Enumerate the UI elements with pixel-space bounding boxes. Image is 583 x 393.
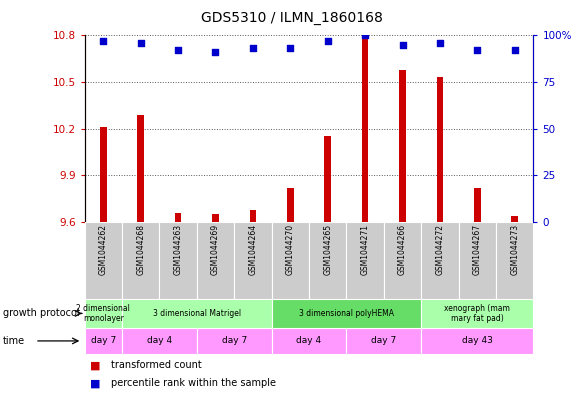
Bar <box>100 127 107 222</box>
Bar <box>422 299 533 328</box>
Bar <box>85 222 122 299</box>
Text: transformed count: transformed count <box>111 360 202 371</box>
Point <box>136 40 145 46</box>
Bar <box>159 222 197 299</box>
Bar <box>361 35 368 222</box>
Bar <box>122 222 159 299</box>
Bar <box>287 188 294 222</box>
Bar <box>85 328 122 354</box>
Text: GSM1044266: GSM1044266 <box>398 224 407 275</box>
Text: 3 dimensional Matrigel: 3 dimensional Matrigel <box>153 309 241 318</box>
Text: day 7: day 7 <box>371 336 396 345</box>
Bar <box>474 188 481 222</box>
Bar <box>422 328 533 354</box>
Point <box>473 47 482 53</box>
Bar <box>250 209 257 222</box>
Text: GSM1044273: GSM1044273 <box>510 224 519 275</box>
Bar <box>384 222 422 299</box>
Bar <box>272 328 346 354</box>
Point <box>99 38 108 44</box>
Text: 2 dimensional
monolayer: 2 dimensional monolayer <box>76 304 130 323</box>
Text: ■: ■ <box>90 378 101 388</box>
Bar <box>234 222 272 299</box>
Text: day 7: day 7 <box>222 336 247 345</box>
Text: 3 dimensional polyHEMA: 3 dimensional polyHEMA <box>299 309 394 318</box>
Text: day 4: day 4 <box>147 336 172 345</box>
Bar <box>175 213 181 222</box>
Point <box>510 47 519 53</box>
Bar <box>346 328 421 354</box>
Bar <box>197 328 272 354</box>
Text: day 43: day 43 <box>462 336 493 345</box>
Text: GSM1044262: GSM1044262 <box>99 224 108 275</box>
Text: GSM1044268: GSM1044268 <box>136 224 145 275</box>
Bar <box>511 216 518 222</box>
Point <box>398 42 407 48</box>
Point <box>436 40 445 46</box>
Text: ■: ■ <box>90 360 101 371</box>
Bar <box>422 222 459 299</box>
Text: GSM1044271: GSM1044271 <box>361 224 370 275</box>
Text: GSM1044269: GSM1044269 <box>211 224 220 275</box>
Point <box>323 38 332 44</box>
Text: time: time <box>3 336 25 346</box>
Bar <box>399 70 406 222</box>
Text: day 4: day 4 <box>296 336 322 345</box>
Bar <box>346 222 384 299</box>
Text: GSM1044272: GSM1044272 <box>436 224 444 275</box>
Bar <box>85 299 122 328</box>
Point <box>248 45 258 51</box>
Point <box>360 32 370 39</box>
Point <box>173 47 182 53</box>
Bar <box>309 222 346 299</box>
Bar <box>137 115 144 222</box>
Text: GSM1044270: GSM1044270 <box>286 224 295 275</box>
Text: GDS5310 / ILMN_1860168: GDS5310 / ILMN_1860168 <box>201 11 382 25</box>
Bar <box>122 328 196 354</box>
Bar <box>496 222 533 299</box>
Text: day 7: day 7 <box>90 336 116 345</box>
Bar <box>212 214 219 222</box>
Point <box>211 49 220 55</box>
Text: GSM1044267: GSM1044267 <box>473 224 482 275</box>
Text: xenograph (mam
mary fat pad): xenograph (mam mary fat pad) <box>444 304 510 323</box>
Text: growth protocol: growth protocol <box>3 309 79 318</box>
Text: GSM1044263: GSM1044263 <box>174 224 182 275</box>
Bar <box>197 222 234 299</box>
Bar <box>459 222 496 299</box>
Text: percentile rank within the sample: percentile rank within the sample <box>111 378 276 388</box>
Point <box>286 45 295 51</box>
Bar <box>324 136 331 222</box>
Text: GSM1044264: GSM1044264 <box>248 224 257 275</box>
Bar <box>437 77 443 222</box>
Bar <box>122 299 272 328</box>
Bar <box>272 299 421 328</box>
Text: GSM1044265: GSM1044265 <box>323 224 332 275</box>
Bar <box>272 222 309 299</box>
